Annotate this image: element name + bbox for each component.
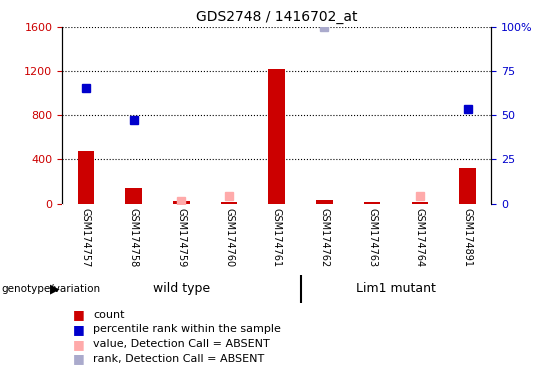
- Bar: [125, 188, 142, 204]
- Text: ■: ■: [73, 308, 85, 321]
- Text: ■: ■: [73, 352, 85, 365]
- Text: value, Detection Call = ABSENT: value, Detection Call = ABSENT: [93, 339, 270, 349]
- Text: ■: ■: [73, 338, 85, 351]
- Text: rank, Detection Call = ABSENT: rank, Detection Call = ABSENT: [93, 354, 265, 364]
- Bar: [364, 202, 381, 204]
- Text: count: count: [93, 310, 125, 320]
- Bar: [221, 202, 238, 204]
- Text: GSM174758: GSM174758: [129, 208, 139, 267]
- Text: wild type: wild type: [153, 283, 210, 295]
- Text: GSM174761: GSM174761: [272, 208, 282, 267]
- Text: GSM174757: GSM174757: [81, 208, 91, 267]
- Text: GSM174764: GSM174764: [415, 208, 425, 267]
- Bar: [459, 168, 476, 204]
- Bar: [268, 69, 285, 204]
- Text: GSM174763: GSM174763: [367, 208, 377, 267]
- Text: ■: ■: [73, 323, 85, 336]
- Text: GSM174762: GSM174762: [320, 208, 329, 267]
- Text: GSM174891: GSM174891: [463, 208, 472, 267]
- Bar: [411, 202, 428, 204]
- Title: GDS2748 / 1416702_at: GDS2748 / 1416702_at: [196, 10, 357, 25]
- Text: GSM174760: GSM174760: [224, 208, 234, 267]
- Text: percentile rank within the sample: percentile rank within the sample: [93, 324, 281, 334]
- Bar: [173, 201, 190, 204]
- Bar: [78, 151, 94, 204]
- Text: genotype/variation: genotype/variation: [1, 284, 100, 294]
- Text: ▶: ▶: [50, 283, 59, 295]
- Text: Lim1 mutant: Lim1 mutant: [356, 283, 436, 295]
- Bar: [316, 200, 333, 204]
- Text: GSM174759: GSM174759: [177, 208, 186, 267]
